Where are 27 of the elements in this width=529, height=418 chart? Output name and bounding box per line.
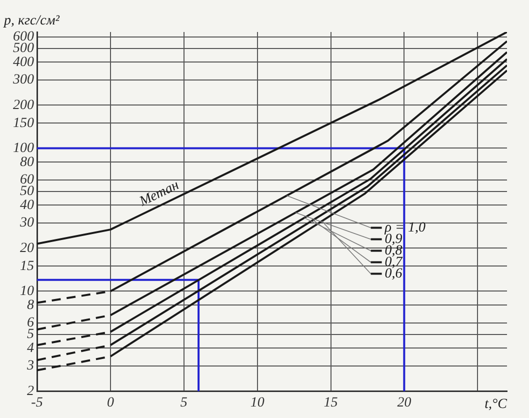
x-tick-label: -5 bbox=[31, 395, 43, 410]
y-tick-label: 500 bbox=[13, 40, 34, 56]
x-tick-label: 10 bbox=[250, 395, 264, 410]
y-tick-label: 400 bbox=[13, 54, 34, 70]
y-tick-label: 30 bbox=[19, 216, 34, 231]
y-tick-label: 2 bbox=[27, 384, 34, 399]
y-tick-label: 40 bbox=[20, 198, 34, 213]
y-axis-title: p, кгс/см² bbox=[3, 14, 60, 29]
y-tick-label: 4 bbox=[27, 340, 34, 356]
y-tick-label: 100 bbox=[13, 140, 34, 156]
x-tick-label: 5 bbox=[180, 395, 188, 410]
y-tick-label: 5 bbox=[27, 326, 34, 342]
x-axis-title: t,°C bbox=[484, 396, 508, 412]
y-tick-label: 200 bbox=[13, 98, 34, 113]
y-tick-label: 8 bbox=[27, 298, 34, 313]
y-tick-label: 3 bbox=[26, 358, 34, 374]
y-tick-label: 20 bbox=[20, 240, 34, 256]
y-tick-label: 80 bbox=[20, 154, 34, 170]
y-tick-label: 15 bbox=[20, 258, 34, 274]
legend-label: 0,6 bbox=[384, 266, 402, 282]
x-tick-label: 20 bbox=[397, 395, 412, 410]
x-tick-label: 15 bbox=[324, 395, 338, 410]
y-tick-label: 150 bbox=[13, 116, 34, 131]
y-tick-label: 50 bbox=[20, 184, 34, 199]
y-tick-label: 10 bbox=[20, 284, 34, 299]
y-tick-label: 300 bbox=[12, 72, 34, 88]
x-tick-label: 0 bbox=[106, 395, 114, 410]
